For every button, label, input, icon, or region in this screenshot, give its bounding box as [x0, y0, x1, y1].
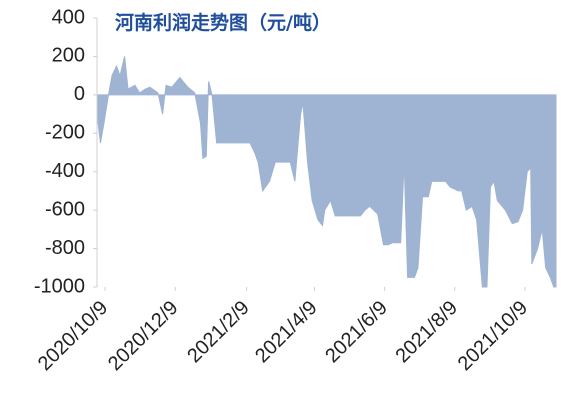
- x-tick-label: 2021/8/9: [391, 297, 462, 368]
- area: [96, 56, 557, 288]
- y-tick-label: -1000: [34, 275, 85, 297]
- x-tick-label: 2021/6/9: [321, 297, 392, 368]
- chart-title: 河南利润走势图（元/吨）: [115, 11, 331, 34]
- x-tick-label: 2020/12/9: [104, 297, 182, 375]
- x-tick-label: 2021/10/9: [454, 297, 532, 375]
- y-tick-label: -600: [45, 198, 85, 220]
- y-tick-label: -400: [45, 160, 85, 182]
- y-tick-label: 200: [52, 45, 85, 67]
- y-tick-label: 0: [74, 83, 85, 105]
- y-tick-label: -200: [45, 122, 85, 144]
- x-tick-label: 2021/4/9: [251, 297, 322, 368]
- y-tick-label: -800: [45, 237, 85, 259]
- y-tick-label: 400: [52, 6, 85, 28]
- x-tick-label: 2020/10/9: [34, 297, 112, 375]
- x-tick-label: 2021/2/9: [183, 297, 254, 368]
